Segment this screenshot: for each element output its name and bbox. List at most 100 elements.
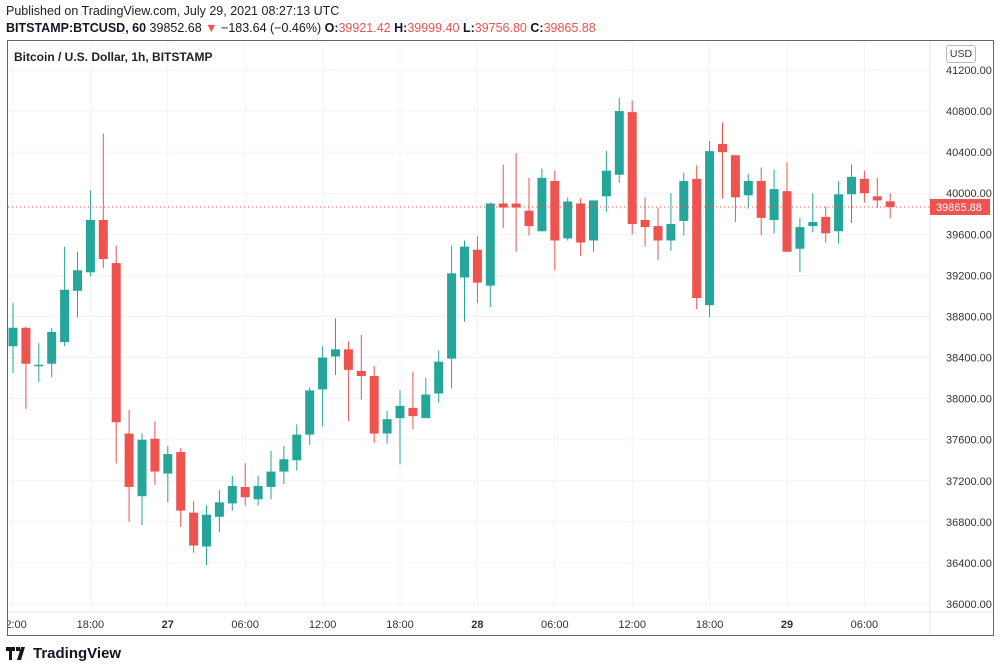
- x-tick-label: 06:00: [851, 619, 879, 631]
- high-label: H:: [394, 21, 408, 35]
- candle-up: [589, 200, 598, 252]
- candle-body: [821, 216, 831, 234]
- candle-body: [666, 224, 676, 241]
- candle-up: [73, 251, 82, 318]
- y-tick-label: 36800.00: [946, 517, 992, 529]
- candle-down: [550, 170, 560, 271]
- candle-body: [369, 376, 379, 434]
- candle-up: [395, 390, 405, 465]
- y-tick-label: 38800.00: [946, 311, 992, 323]
- candle-down: [408, 371, 418, 430]
- candle-body: [21, 327, 31, 364]
- candle-up: [434, 350, 444, 403]
- candle-up: [679, 172, 689, 236]
- last-price: 39852.68: [149, 21, 202, 35]
- candle-body: [356, 370, 366, 377]
- candle-body: [563, 201, 573, 239]
- candle-body: [550, 180, 560, 241]
- candle-up: [666, 193, 676, 251]
- candle-body: [395, 405, 405, 419]
- candle-up: [705, 140, 715, 318]
- chart-title: Bitcoin / U.S. Dollar, 1h, BITSTAMP: [14, 50, 213, 64]
- candle-body: [98, 219, 108, 259]
- candle-down: [356, 334, 366, 400]
- x-tick-label: 06:00: [231, 619, 259, 631]
- y-tick-label: 39200.00: [946, 270, 992, 282]
- candle-body: [124, 433, 134, 487]
- candle-down: [189, 501, 199, 553]
- symbol-info-line: BITSTAMP:BTCUSD, 60 39852.68 ▼ −183.64 (…: [6, 21, 596, 35]
- open-label: O:: [324, 21, 339, 35]
- y-tick-label: 41200.00: [946, 65, 992, 77]
- x-tick-label: 29: [781, 619, 793, 631]
- candle-body: [808, 221, 818, 227]
- candle-body: [8, 327, 18, 347]
- candle-up: [318, 346, 328, 427]
- candle-body: [279, 459, 289, 472]
- y-tick-label: 40000.00: [946, 188, 992, 200]
- candle-up: [563, 197, 573, 241]
- candle-body: [214, 502, 224, 517]
- close-label: C:: [530, 21, 544, 35]
- x-tick-label: 12:00: [309, 619, 337, 631]
- candle-body: [47, 331, 57, 364]
- candle-up: [537, 168, 547, 232]
- candle-body: [498, 203, 508, 208]
- candle-down: [872, 177, 882, 208]
- candle-body: [137, 439, 147, 497]
- candle-down: [240, 463, 250, 506]
- x-tick-label: 27: [162, 619, 174, 631]
- candle-up: [85, 190, 95, 277]
- candle-body: [421, 394, 431, 419]
- candle-down: [472, 236, 482, 304]
- candle-body: [85, 219, 95, 273]
- candle-body: [847, 176, 856, 195]
- candle-down: [627, 100, 637, 235]
- candle-body: [408, 407, 418, 417]
- candle-body: [769, 189, 779, 220]
- candle-body: [472, 249, 482, 283]
- candle-body: [743, 180, 753, 196]
- candle-up: [47, 327, 57, 378]
- candle-body: [240, 486, 250, 498]
- x-tick-label: 28: [471, 619, 483, 631]
- candle-body: [485, 203, 495, 286]
- candle-body: [305, 390, 315, 435]
- candle-body: [885, 201, 895, 208]
- candle-up: [847, 164, 856, 224]
- candle-body: [318, 357, 328, 390]
- candle-body: [34, 364, 44, 367]
- candle-up: [60, 246, 70, 347]
- candle-up: [808, 193, 818, 233]
- candle-body: [640, 219, 650, 228]
- last-price-badge: [930, 199, 990, 216]
- candle-body: [292, 434, 302, 461]
- candle-up: [279, 445, 289, 484]
- candle-body: [382, 419, 392, 434]
- candle-body: [537, 177, 547, 232]
- candle-body: [331, 349, 340, 357]
- candle-body: [266, 471, 276, 487]
- x-tick-label: 18:00: [77, 619, 105, 631]
- candle-body: [111, 263, 121, 423]
- currency-button[interactable]: USD: [946, 45, 976, 63]
- candle-down: [111, 245, 121, 464]
- candle-up: [34, 343, 44, 383]
- candle-body: [692, 178, 702, 298]
- candle-down: [150, 421, 160, 485]
- candle-body: [434, 361, 444, 394]
- candle-up: [8, 303, 18, 373]
- candle-down: [756, 167, 766, 236]
- candle-down: [653, 207, 663, 260]
- candle-body: [524, 210, 534, 227]
- candle-up: [292, 424, 302, 471]
- published-line: Published on TradingView.com, July 29, 2…: [6, 4, 340, 18]
- open-value: 39921.42: [338, 21, 391, 35]
- candle-up: [331, 318, 340, 376]
- y-tick-label: 40800.00: [946, 106, 992, 118]
- candle-up: [447, 245, 457, 389]
- candle-body: [859, 178, 869, 194]
- y-tick-label: 36400.00: [946, 558, 992, 570]
- last-price-label: 39865.88: [936, 202, 982, 214]
